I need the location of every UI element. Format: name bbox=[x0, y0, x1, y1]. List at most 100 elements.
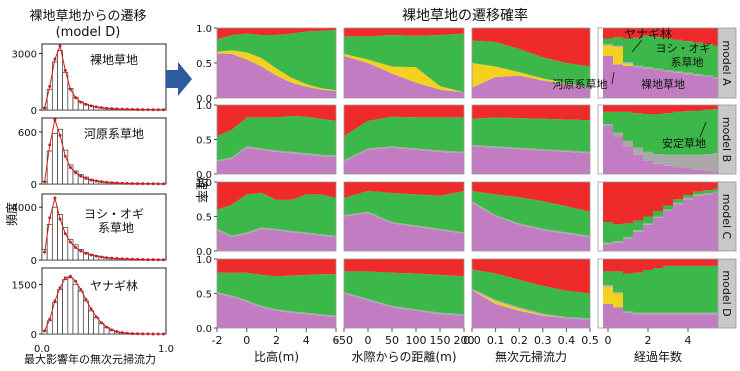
fit-point bbox=[53, 196, 56, 199]
panel-r2-c3 bbox=[598, 182, 723, 251]
fit-point bbox=[59, 218, 62, 221]
y-tick-label: 1.0 bbox=[196, 101, 212, 112]
fit-point bbox=[43, 107, 46, 110]
fit-point bbox=[110, 181, 113, 184]
fit-point bbox=[162, 182, 165, 185]
fit-point bbox=[157, 182, 160, 185]
fit-point bbox=[100, 106, 103, 109]
annotation-yanagi: ヤナギ林 bbox=[624, 27, 672, 41]
right-title: 裸地草地の遷移確率 bbox=[402, 7, 528, 24]
histogram-bar bbox=[63, 280, 68, 334]
panel-r0-c0: 0.00.51.0 bbox=[196, 24, 336, 105]
y-tick-label: 0.5 bbox=[196, 136, 212, 147]
fit-point bbox=[48, 143, 51, 146]
histogram-bar bbox=[94, 318, 99, 335]
fit-point bbox=[59, 44, 62, 47]
fit-point bbox=[69, 241, 72, 244]
left-title: 裸地草地からの遷移 bbox=[29, 9, 146, 24]
panel-r3-c2 bbox=[472, 259, 590, 328]
fit-point bbox=[126, 182, 129, 185]
fit-point bbox=[162, 258, 165, 261]
panel-r1-c2 bbox=[472, 105, 590, 174]
fit-point bbox=[43, 180, 46, 183]
annotation-yoshi-line1: ヨシ・オギ bbox=[656, 42, 711, 55]
fit-point bbox=[100, 321, 103, 324]
fit-point bbox=[74, 96, 77, 99]
panel-r3-c0: 0.00.51.0 bbox=[196, 255, 336, 335]
fit-point bbox=[152, 182, 155, 185]
x-tick-label: 0 bbox=[605, 334, 612, 347]
histogram-bar bbox=[58, 51, 63, 110]
fit-point bbox=[43, 330, 46, 333]
fit-point bbox=[131, 332, 134, 335]
fit-point bbox=[136, 108, 139, 111]
fit-point bbox=[141, 182, 144, 185]
fit-point bbox=[59, 286, 62, 289]
x-axis-label: 経過年数 bbox=[634, 349, 682, 364]
row-strip: model C bbox=[718, 182, 736, 251]
annotation-yoshi-line2: 系草地 bbox=[671, 56, 704, 69]
fit-point bbox=[126, 332, 129, 335]
x-tick-label: 0.3 bbox=[534, 334, 552, 347]
left-xtick-1: 1.0 bbox=[158, 344, 174, 355]
panel-r1-c0: 0.00.51.0 bbox=[196, 101, 336, 181]
x-tick-label: 0.1 bbox=[487, 334, 505, 347]
x-tick-label: -2 bbox=[212, 334, 223, 347]
fit-point bbox=[131, 182, 134, 185]
y-tick-label: 0 bbox=[31, 180, 37, 191]
fit-point bbox=[100, 256, 103, 259]
x-tick-label: 50 bbox=[385, 334, 399, 347]
row-label: model A bbox=[720, 40, 733, 86]
fit-point bbox=[84, 298, 87, 301]
fit-point bbox=[146, 258, 149, 261]
fit-point bbox=[157, 108, 160, 111]
fit-point bbox=[152, 108, 155, 111]
row-strip: model D bbox=[718, 259, 736, 328]
x-axis-label: 水際からの距離(m) bbox=[351, 350, 456, 364]
fit-point bbox=[146, 182, 149, 185]
row-label: model B bbox=[720, 117, 733, 162]
histogram-bar bbox=[58, 289, 63, 334]
row-strip: model A bbox=[718, 28, 736, 98]
histogram-title: ヨシ・オギ bbox=[84, 207, 144, 221]
fit-point bbox=[126, 108, 129, 111]
y-tick-label: 0.5 bbox=[196, 59, 212, 70]
fit-point bbox=[121, 108, 124, 111]
fit-point bbox=[53, 58, 56, 61]
fit-point bbox=[69, 275, 72, 278]
histogram-bar bbox=[68, 278, 73, 334]
transition-arrow bbox=[166, 62, 192, 96]
fit-point bbox=[95, 255, 98, 258]
y-tick-label: 0.0 bbox=[196, 324, 212, 335]
fit-point bbox=[48, 85, 51, 88]
histogram-bar bbox=[99, 323, 104, 334]
histogram-bar bbox=[78, 291, 83, 334]
histogram-bar bbox=[52, 134, 57, 184]
fit-point bbox=[121, 182, 124, 185]
fit-point bbox=[79, 175, 82, 178]
fit-point bbox=[79, 250, 82, 253]
fit-point bbox=[110, 328, 113, 331]
fit-point bbox=[141, 258, 144, 261]
fit-point bbox=[162, 332, 165, 335]
fit-point bbox=[59, 134, 62, 137]
fit-point bbox=[115, 330, 118, 333]
x-tick-label: 0.2 bbox=[510, 334, 528, 347]
histogram-title: ヤナギ林 bbox=[90, 279, 138, 293]
fit-point bbox=[157, 258, 160, 261]
y-tick-label: 0 bbox=[31, 330, 37, 341]
fit-point bbox=[53, 300, 56, 303]
histogram-bar bbox=[58, 214, 63, 260]
fit-point bbox=[90, 253, 93, 256]
fit-point bbox=[152, 332, 155, 335]
row-label: model C bbox=[720, 194, 733, 240]
fit-point bbox=[141, 108, 144, 111]
